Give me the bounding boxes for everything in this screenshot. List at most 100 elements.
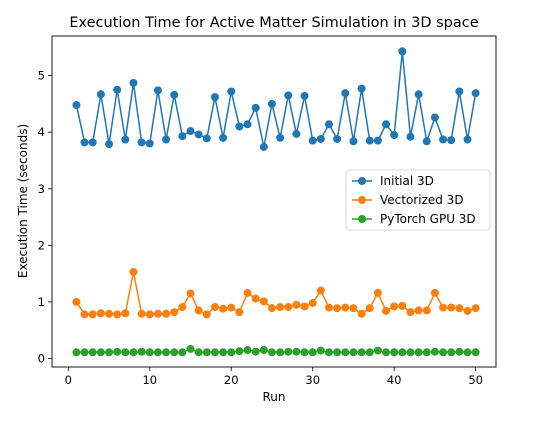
data-point-vectorized-3d <box>422 306 431 315</box>
data-point-initial-3d <box>333 134 342 143</box>
data-point-vectorized-3d <box>186 289 195 298</box>
data-point-initial-3d <box>471 89 480 98</box>
data-point-vectorized-3d <box>170 308 179 317</box>
data-point-vectorized-3d <box>121 309 130 318</box>
data-point-initial-3d <box>365 136 374 145</box>
data-point-pytorch-gpu-3d <box>471 348 480 357</box>
legend-label: Initial 3D <box>380 174 434 188</box>
data-point-initial-3d <box>349 137 358 146</box>
data-point-vectorized-3d <box>398 301 407 310</box>
x-axis-label: Run <box>262 390 285 404</box>
data-point-vectorized-3d <box>349 304 358 313</box>
data-point-initial-3d <box>219 133 228 142</box>
data-point-pytorch-gpu-3d <box>153 348 162 357</box>
data-point-initial-3d <box>398 47 407 56</box>
data-point-pytorch-gpu-3d <box>365 348 374 357</box>
data-point-vectorized-3d <box>341 303 350 312</box>
data-point-pytorch-gpu-3d <box>316 346 325 355</box>
data-point-vectorized-3d <box>439 303 448 312</box>
data-point-pytorch-gpu-3d <box>398 348 407 357</box>
data-point-initial-3d <box>121 135 130 144</box>
data-point-pytorch-gpu-3d <box>447 348 456 357</box>
y-tick-label: 2 <box>38 238 45 252</box>
data-point-pytorch-gpu-3d <box>121 348 130 357</box>
data-point-vectorized-3d <box>88 310 97 319</box>
data-point-vectorized-3d <box>113 310 122 319</box>
legend-item-initial-3d: Initial 3D <box>352 174 434 188</box>
data-point-pytorch-gpu-3d <box>129 348 138 357</box>
y-axis: 0 1 2 3 4 5 <box>38 69 52 366</box>
data-point-vectorized-3d <box>194 306 203 315</box>
data-point-pytorch-gpu-3d <box>463 348 472 357</box>
data-point-vectorized-3d <box>316 286 325 295</box>
data-point-vectorized-3d <box>373 288 382 297</box>
data-point-vectorized-3d <box>300 302 309 311</box>
data-point-vectorized-3d <box>390 302 399 311</box>
legend-label: PyTorch GPU 3D <box>380 212 476 226</box>
x-tick-label: 10 <box>142 373 157 387</box>
series-vectorized-3d <box>72 267 480 319</box>
data-point-vectorized-3d <box>235 308 244 317</box>
data-point-vectorized-3d <box>430 288 439 297</box>
data-point-initial-3d <box>316 134 325 143</box>
data-point-pytorch-gpu-3d <box>308 348 317 357</box>
data-point-pytorch-gpu-3d <box>186 344 195 353</box>
data-point-vectorized-3d <box>276 303 285 312</box>
data-point-pytorch-gpu-3d <box>284 347 293 356</box>
data-point-pytorch-gpu-3d <box>406 348 415 357</box>
data-point-pytorch-gpu-3d <box>227 348 236 357</box>
data-point-vectorized-3d <box>202 310 211 319</box>
data-point-pytorch-gpu-3d <box>219 348 228 357</box>
data-point-vectorized-3d <box>447 303 456 312</box>
data-point-initial-3d <box>455 87 464 96</box>
data-point-initial-3d <box>292 129 301 138</box>
x-tick-label: 50 <box>468 373 483 387</box>
x-axis: 0 10 20 30 40 50 <box>65 367 483 387</box>
data-point-pytorch-gpu-3d <box>162 348 171 357</box>
data-point-initial-3d <box>235 122 244 131</box>
data-point-initial-3d <box>382 120 391 129</box>
data-point-vectorized-3d <box>153 309 162 318</box>
x-tick-label: 0 <box>65 373 72 387</box>
data-point-initial-3d <box>422 137 431 146</box>
data-point-initial-3d <box>284 91 293 100</box>
y-tick-label: 4 <box>38 125 45 139</box>
y-tick-label: 0 <box>38 352 45 366</box>
data-point-vectorized-3d <box>227 303 236 312</box>
legend-item-vectorized-3d: Vectorized 3D <box>352 193 464 207</box>
data-point-pytorch-gpu-3d <box>324 348 333 357</box>
plot-area <box>72 47 480 357</box>
data-point-pytorch-gpu-3d <box>88 348 97 357</box>
data-point-vectorized-3d <box>251 294 260 303</box>
y-axis-label: Execution Time (seconds) <box>16 124 30 278</box>
data-point-initial-3d <box>276 133 285 142</box>
data-point-initial-3d <box>105 140 114 149</box>
data-point-vectorized-3d <box>210 303 219 312</box>
x-tick-label: 30 <box>305 373 320 387</box>
data-point-pytorch-gpu-3d <box>439 348 448 357</box>
legend-label: Vectorized 3D <box>380 193 464 207</box>
data-point-initial-3d <box>227 87 236 96</box>
data-point-initial-3d <box>357 84 366 93</box>
data-point-vectorized-3d <box>259 297 268 306</box>
data-point-pytorch-gpu-3d <box>373 346 382 355</box>
data-point-pytorch-gpu-3d <box>382 348 391 357</box>
data-point-vectorized-3d <box>365 304 374 313</box>
data-point-pytorch-gpu-3d <box>390 348 399 357</box>
axes-frame <box>51 35 497 368</box>
data-point-vectorized-3d <box>284 303 293 312</box>
data-point-pytorch-gpu-3d <box>202 348 211 357</box>
x-tick-label: 40 <box>387 373 402 387</box>
legend-swatch-marker <box>358 177 366 185</box>
data-point-vectorized-3d <box>145 310 154 319</box>
data-point-pytorch-gpu-3d <box>113 347 122 356</box>
data-point-vectorized-3d <box>324 303 333 312</box>
data-point-pytorch-gpu-3d <box>194 348 203 357</box>
y-tick-label: 5 <box>38 69 45 83</box>
data-point-initial-3d <box>145 139 154 148</box>
data-point-initial-3d <box>406 132 415 141</box>
data-point-initial-3d <box>373 136 382 145</box>
data-point-initial-3d <box>267 99 276 108</box>
data-point-pytorch-gpu-3d <box>414 348 423 357</box>
data-point-vectorized-3d <box>129 267 138 276</box>
